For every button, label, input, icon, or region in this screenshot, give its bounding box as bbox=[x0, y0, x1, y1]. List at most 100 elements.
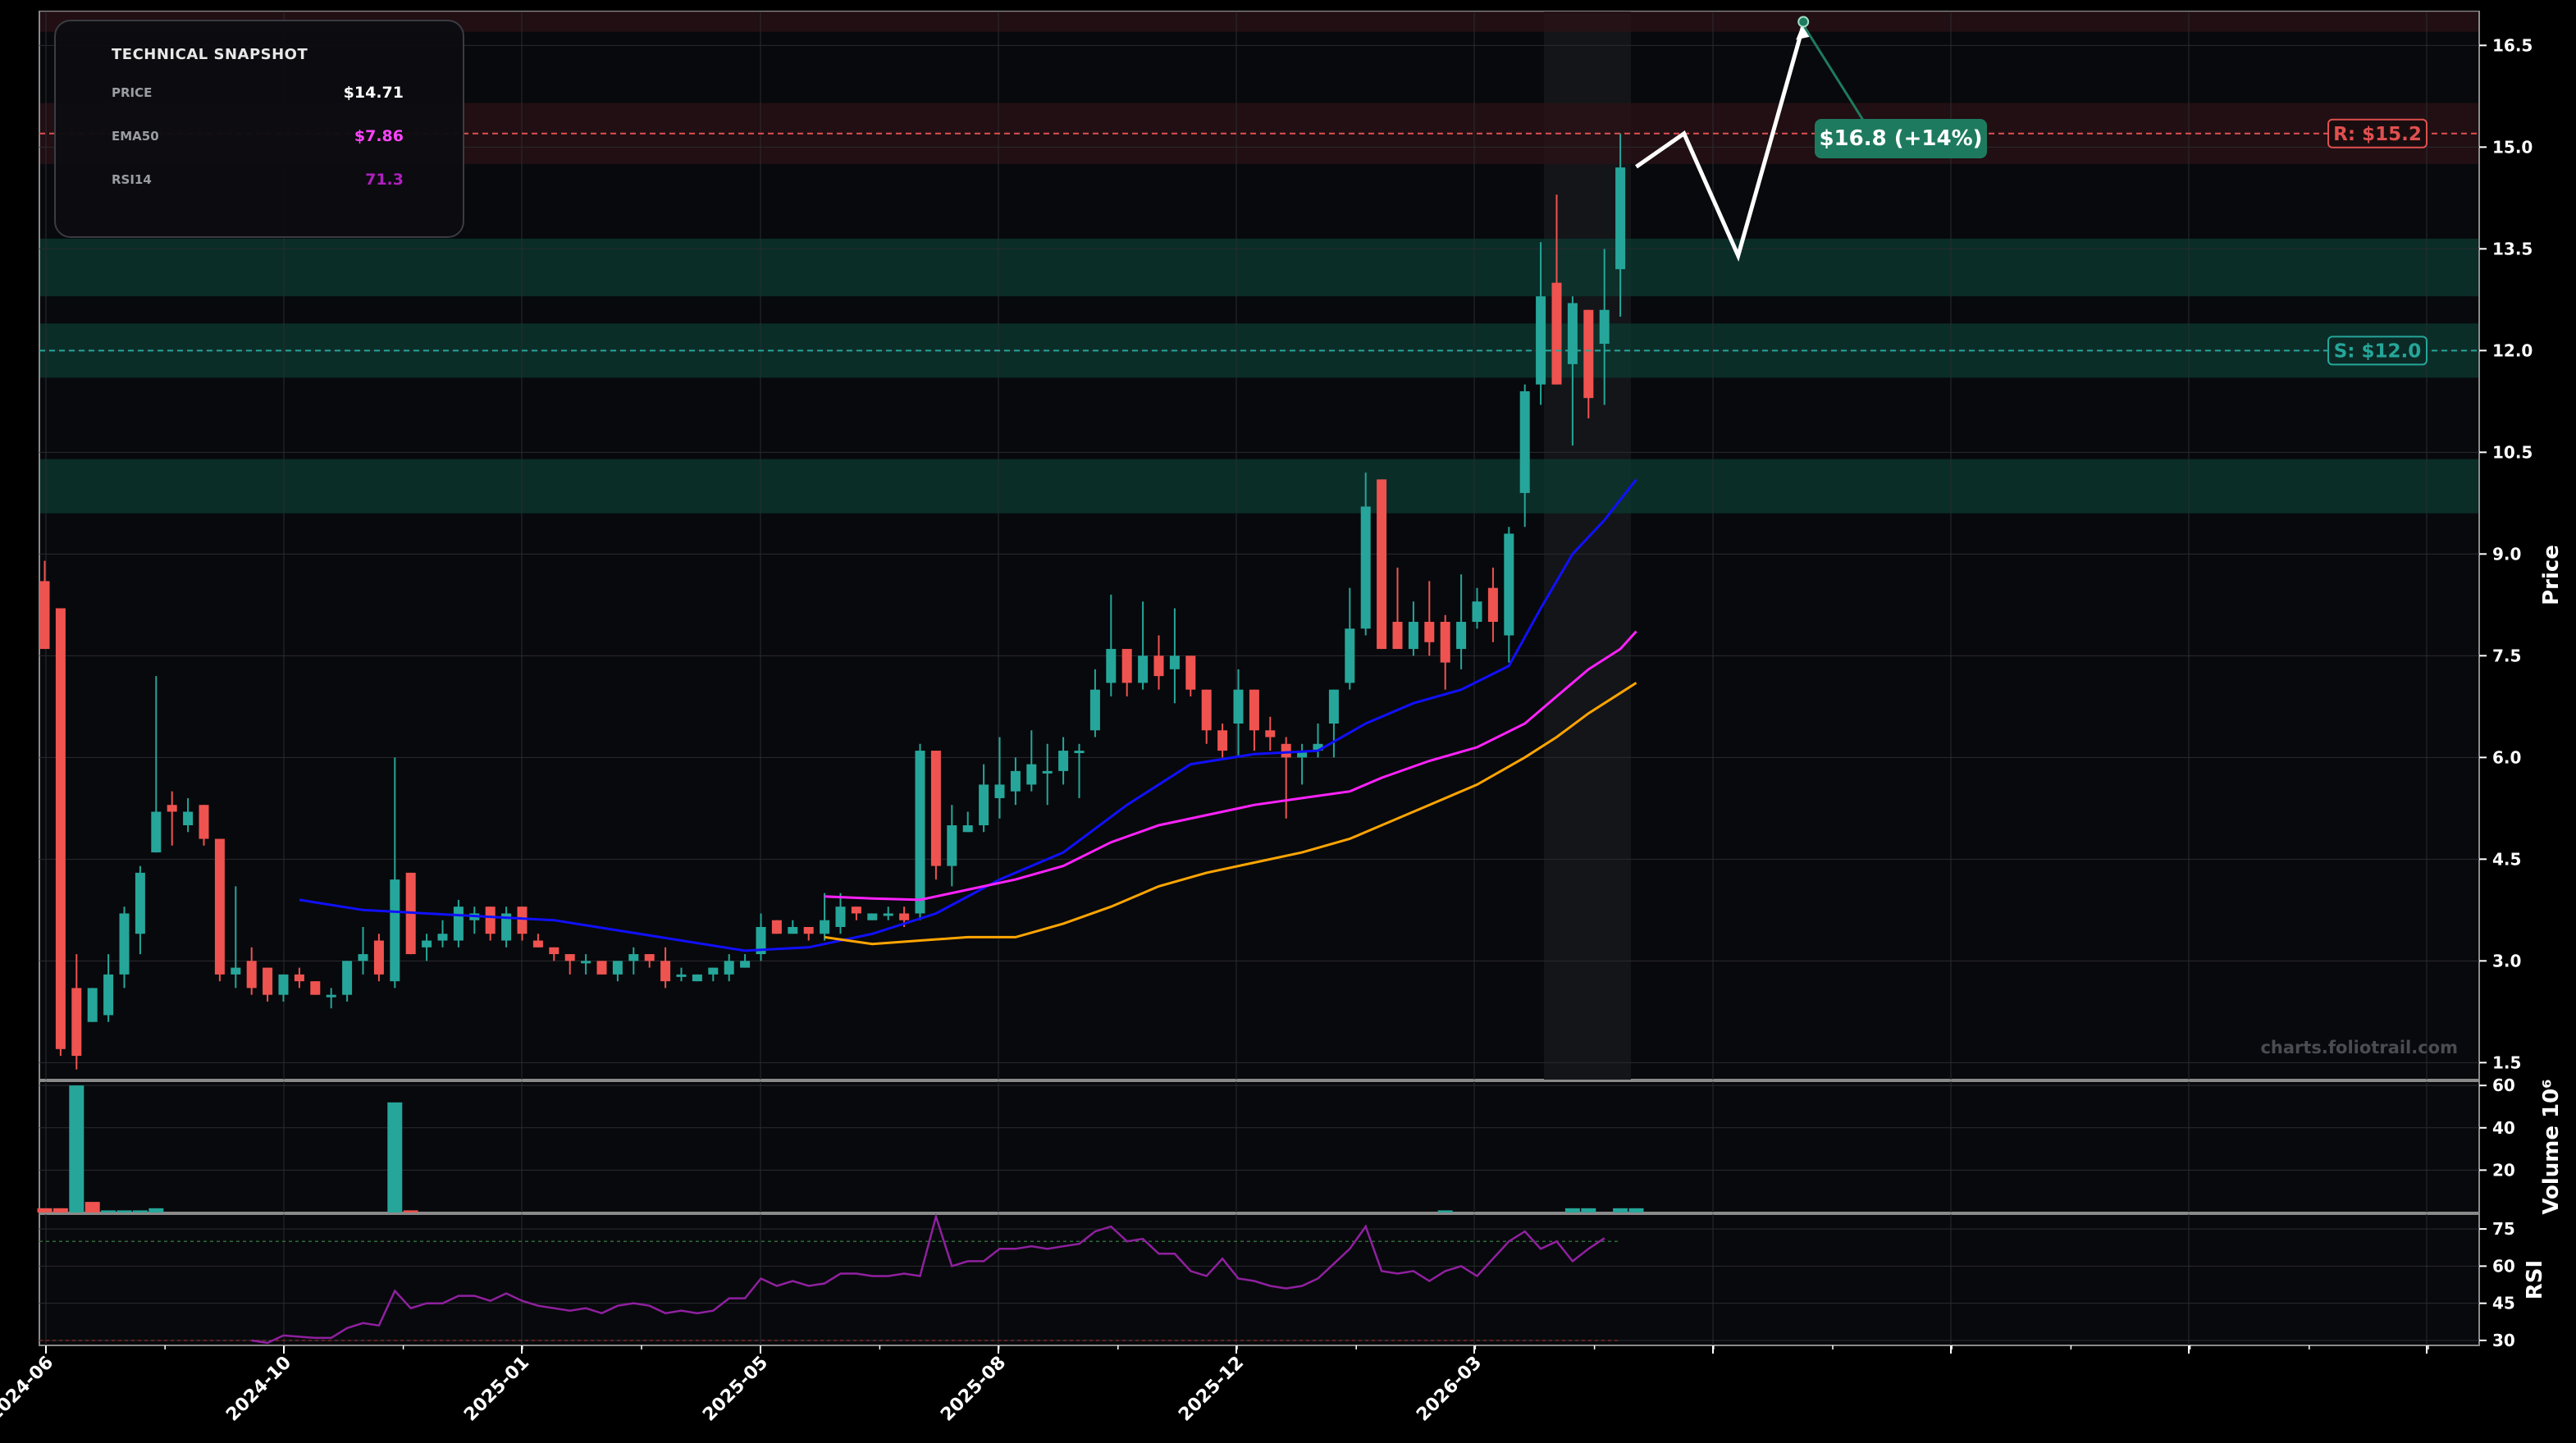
volume-bar-0 bbox=[37, 1208, 53, 1212]
volume-bar-10 bbox=[1437, 1210, 1453, 1212]
candle-31 bbox=[532, 934, 543, 948]
snapshot-price-value: $14.71 bbox=[343, 84, 404, 102]
candle-body-33 bbox=[564, 954, 575, 961]
projection-arrowhead bbox=[1796, 21, 1811, 40]
candle-92 bbox=[1504, 527, 1514, 663]
candle-body-32 bbox=[549, 947, 560, 955]
candle-69 bbox=[1138, 601, 1149, 690]
ema-slow-line bbox=[824, 682, 1637, 946]
candle-41 bbox=[692, 974, 702, 982]
candle-body-13 bbox=[246, 961, 257, 989]
candle-21 bbox=[373, 934, 384, 982]
volume-bar-13 bbox=[1613, 1208, 1628, 1212]
support-zone-2 bbox=[40, 238, 2478, 297]
volume-ytick-label-0: 20 bbox=[2492, 1160, 2515, 1180]
candle-20 bbox=[358, 927, 368, 975]
candle-body-93 bbox=[1519, 390, 1530, 493]
volume-bar-1 bbox=[53, 1208, 68, 1212]
candle-39 bbox=[660, 947, 671, 989]
candle-33 bbox=[564, 954, 575, 975]
candle-body-69 bbox=[1138, 655, 1149, 683]
grid-lines bbox=[39, 11, 2479, 1345]
candle-body-31 bbox=[532, 940, 543, 948]
candle-body-58 bbox=[962, 825, 973, 833]
candle-0 bbox=[39, 560, 50, 650]
candle-body-65 bbox=[1074, 751, 1085, 754]
candle-body-84 bbox=[1377, 479, 1387, 650]
candle-body-53 bbox=[883, 913, 893, 916]
candle-body-29 bbox=[501, 913, 512, 941]
volume-bar-14 bbox=[1628, 1208, 1644, 1212]
snapshot-rsi14-label: RSI14 bbox=[112, 172, 152, 187]
ema50-line bbox=[824, 630, 1637, 902]
candle-body-47 bbox=[788, 927, 798, 934]
snapshot-price-label: PRICE bbox=[112, 85, 153, 100]
price-ytick-label-3: 6.0 bbox=[2492, 747, 2521, 767]
rsi-ytick-label-3: 75 bbox=[2492, 1219, 2515, 1239]
candle-30 bbox=[517, 906, 528, 941]
candle-61 bbox=[1010, 757, 1021, 806]
resistance-label: R: $15.2 bbox=[2327, 118, 2428, 148]
candle-body-16 bbox=[294, 974, 304, 982]
price-ytick-label-0: 1.5 bbox=[2492, 1053, 2521, 1072]
candle-body-24 bbox=[422, 940, 432, 948]
volume-bar-3 bbox=[84, 1202, 100, 1212]
candle-body-20 bbox=[358, 954, 368, 961]
candle-body-38 bbox=[644, 954, 655, 961]
candle-body-64 bbox=[1058, 751, 1069, 771]
volume-bar-8 bbox=[387, 1102, 403, 1212]
candle-58 bbox=[962, 811, 973, 833]
candle-body-77 bbox=[1265, 730, 1276, 737]
candle-44 bbox=[740, 954, 751, 968]
candle-body-22 bbox=[390, 879, 400, 982]
rsi-ytick-label-2: 60 bbox=[2492, 1256, 2515, 1276]
rsi-panel bbox=[39, 1213, 2480, 1346]
candle-body-57 bbox=[947, 825, 957, 866]
candle-98 bbox=[1599, 249, 1610, 405]
candle-body-40 bbox=[676, 974, 687, 977]
candle-73 bbox=[1201, 689, 1212, 744]
candle-body-41 bbox=[692, 974, 702, 982]
price-ytick-label-5: 9.0 bbox=[2492, 544, 2521, 564]
ema-fast-line bbox=[299, 478, 1637, 952]
candle-body-7 bbox=[151, 811, 162, 853]
rsi-line bbox=[251, 1212, 1605, 1345]
candle-45 bbox=[756, 913, 766, 961]
candle-53 bbox=[883, 906, 893, 920]
candle-97 bbox=[1583, 309, 1594, 418]
rsi-ytick-label-0: 30 bbox=[2492, 1331, 2515, 1350]
candle-body-11 bbox=[214, 838, 225, 975]
candle-body-92 bbox=[1504, 533, 1514, 636]
candle-90 bbox=[1472, 587, 1482, 629]
candle-14 bbox=[263, 967, 273, 1002]
price-ytick-label-10: 16.5 bbox=[2492, 35, 2533, 55]
rsi-axis-title: RSI bbox=[2523, 1260, 2547, 1299]
candle-6 bbox=[135, 865, 145, 955]
candle-body-43 bbox=[724, 961, 734, 975]
candle-body-36 bbox=[612, 961, 623, 975]
candle-body-1 bbox=[55, 608, 66, 1049]
candle-22 bbox=[390, 757, 400, 989]
volume-bar-7 bbox=[148, 1208, 164, 1212]
candle-19 bbox=[342, 961, 353, 1002]
volume-bar-9 bbox=[403, 1210, 418, 1212]
candle-body-35 bbox=[596, 961, 607, 975]
candle-10 bbox=[199, 805, 209, 846]
candle-body-2 bbox=[71, 988, 82, 1057]
candle-body-81 bbox=[1328, 689, 1339, 724]
candle-28 bbox=[485, 906, 496, 941]
candle-76 bbox=[1249, 689, 1259, 751]
candle-body-71 bbox=[1169, 655, 1180, 669]
candle-7 bbox=[151, 676, 162, 853]
candle-82 bbox=[1345, 587, 1355, 690]
candle-42 bbox=[708, 967, 719, 982]
candle-body-96 bbox=[1567, 303, 1578, 364]
candle-body-63 bbox=[1042, 770, 1053, 774]
candlesticks bbox=[39, 133, 1626, 1070]
candle-48 bbox=[803, 927, 814, 941]
candle-26 bbox=[453, 899, 464, 948]
candle-body-26 bbox=[453, 906, 464, 941]
candle-body-60 bbox=[994, 784, 1005, 798]
target-dot bbox=[1797, 16, 1810, 28]
candle-body-68 bbox=[1121, 649, 1132, 683]
